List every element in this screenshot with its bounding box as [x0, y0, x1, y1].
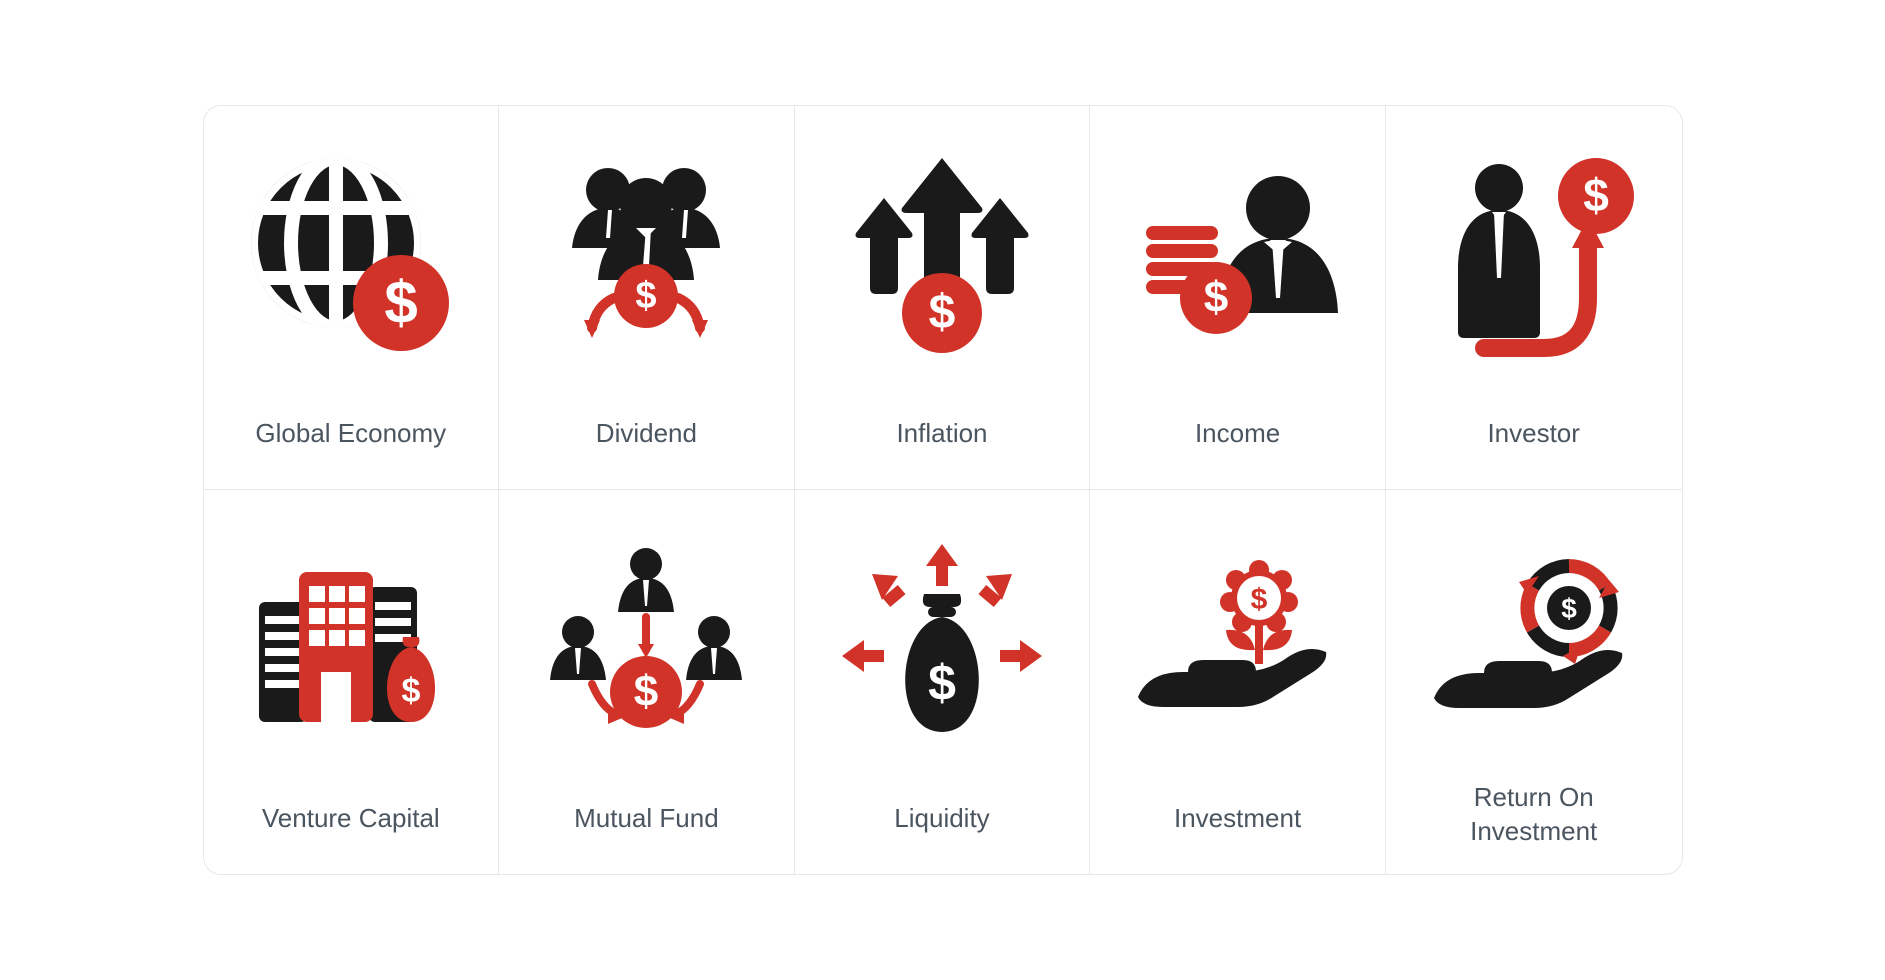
inflation-icon: $	[815, 136, 1070, 379]
cell-investment: $ Investment	[1090, 490, 1386, 874]
cell-inflation: $ Inflation	[795, 106, 1091, 490]
icon-grid: $ Global Economy	[203, 105, 1683, 875]
cell-mutual-fund: $ Mutual Fund	[499, 490, 795, 874]
dividend-icon: $	[519, 136, 774, 379]
label-venture-capital: Venture Capital	[262, 789, 440, 849]
label-dividend: Dividend	[596, 404, 697, 464]
svg-text:$: $	[634, 667, 658, 716]
mutual-fund-icon: $	[519, 520, 774, 764]
liquidity-icon: $	[815, 520, 1070, 764]
label-investment: Investment	[1174, 789, 1301, 849]
venture-capital-icon: $	[224, 520, 479, 764]
label-inflation: Inflation	[896, 404, 987, 464]
label-global-economy: Global Economy	[255, 404, 446, 464]
svg-text:$: $	[636, 275, 657, 317]
svg-text:$: $	[1583, 169, 1609, 221]
label-income: Income	[1195, 404, 1280, 464]
cell-liquidity: $	[795, 490, 1091, 874]
svg-text:$: $	[384, 269, 417, 336]
svg-text:$: $	[1561, 593, 1577, 624]
svg-text:$: $	[1250, 583, 1267, 616]
svg-text:$: $	[929, 286, 956, 339]
cell-investor: $ Investor	[1386, 106, 1682, 490]
cell-income: $ Income	[1090, 106, 1386, 490]
cell-venture-capital: $ Venture Capital	[204, 490, 500, 874]
investor-icon: $	[1406, 136, 1662, 379]
investment-icon: $	[1110, 520, 1365, 764]
global-economy-icon: $	[224, 136, 479, 379]
label-return-on-investment: Return On Investment	[1470, 781, 1597, 849]
income-icon: $	[1110, 136, 1365, 379]
svg-text:$: $	[928, 655, 956, 711]
cell-global-economy: $ Global Economy	[204, 106, 500, 490]
label-liquidity: Liquidity	[894, 789, 989, 849]
label-investor: Investor	[1487, 404, 1580, 464]
cell-return-on-investment: $ Return On Investment	[1386, 490, 1682, 874]
cell-dividend: $ Dividend	[499, 106, 795, 490]
svg-text:$: $	[1203, 273, 1227, 322]
label-mutual-fund: Mutual Fund	[574, 789, 719, 849]
svg-text:$: $	[401, 672, 420, 710]
return-on-investment-icon: $	[1406, 520, 1662, 756]
